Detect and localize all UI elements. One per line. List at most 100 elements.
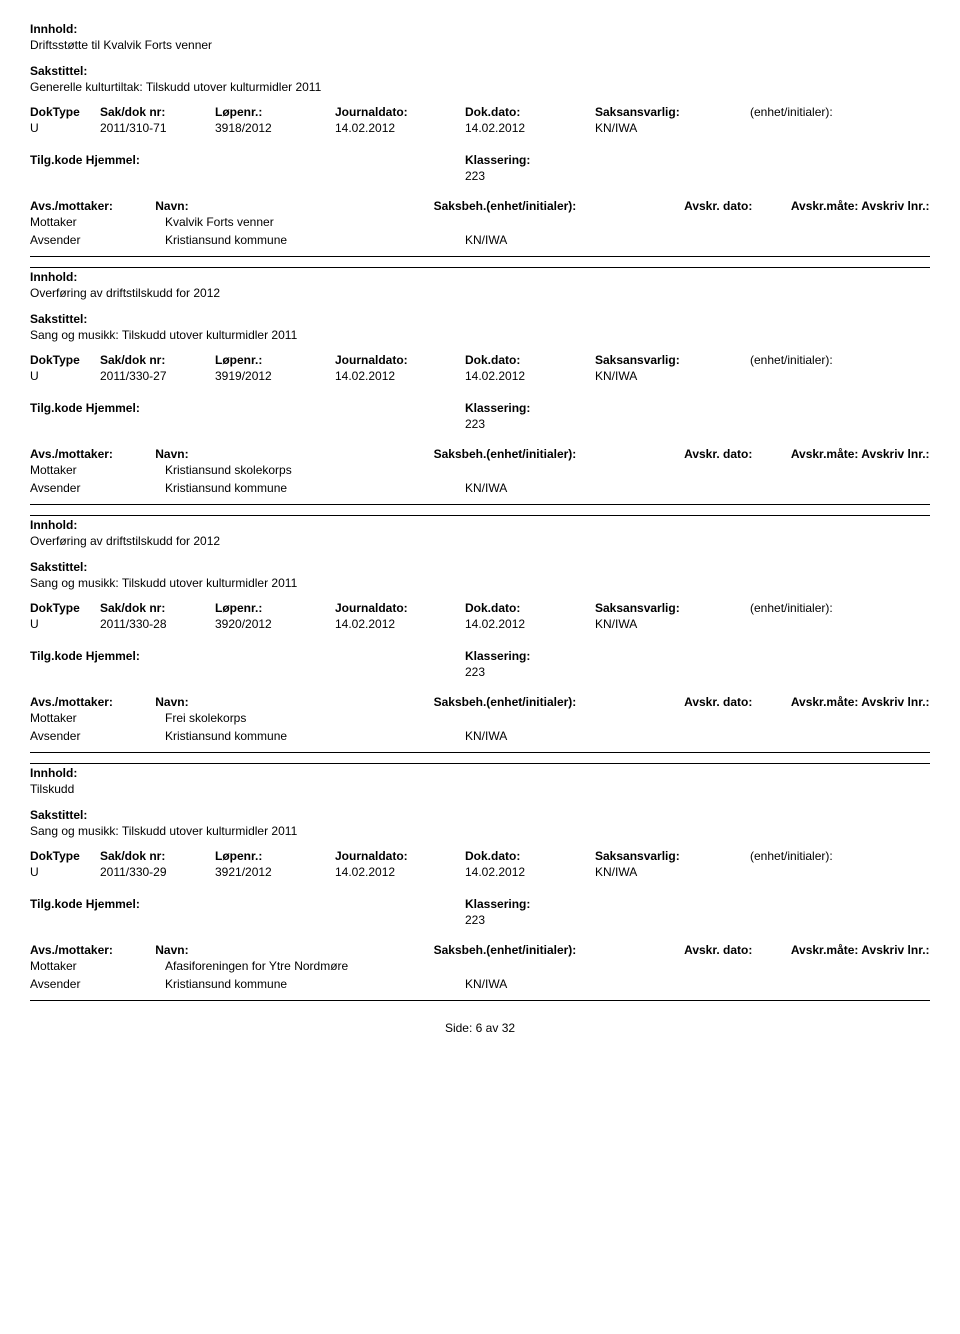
mottaker-navn: Kristiansund skolekorps — [165, 462, 465, 478]
doktype-value: U — [30, 120, 100, 136]
lopenr-value: 3918/2012 — [215, 120, 335, 136]
avsmottaker-label: Avs./mottaker: — [30, 942, 155, 958]
dokdato-label: Dok.dato: — [465, 600, 595, 616]
column-headers: DokType Sak/dok nr: Løpenr.: Journaldato… — [30, 848, 930, 864]
avsmottaker-label: Avs./mottaker: — [30, 446, 155, 462]
footer-av: av — [486, 1021, 499, 1035]
innhold-label: Innhold: — [30, 267, 930, 284]
doktype-label: DokType — [30, 848, 100, 864]
sakdoknr-value: 2011/330-27 — [100, 368, 215, 384]
saksansvarlig-label: Saksansvarlig: — [595, 352, 750, 368]
column-headers: DokType Sak/dok nr: Løpenr.: Journaldato… — [30, 352, 930, 368]
innhold-label: Innhold: — [30, 763, 930, 780]
navn-label: Navn: — [155, 446, 433, 462]
column-headers: DokType Sak/dok nr: Løpenr.: Journaldato… — [30, 600, 930, 616]
avsender-navn: Kristiansund kommune — [165, 728, 465, 744]
dokdato-value: 14.02.2012 — [465, 120, 595, 136]
doktype-value: U — [30, 616, 100, 632]
record-values-row: U 2011/310-71 3918/2012 14.02.2012 14.02… — [30, 120, 930, 136]
sakstittel-value: Sang og musikk: Tilskudd utover kulturmi… — [30, 576, 930, 590]
avsmottaker-label: Avs./mottaker: — [30, 198, 155, 214]
tilg-row: Tilg.kode Hjemmel: Klassering: 223 — [30, 648, 930, 680]
saksbeh-label: Saksbeh.(enhet/initialer): — [434, 198, 685, 214]
sakstittel-value: Generelle kulturtiltak: Tilskudd utover … — [30, 80, 930, 94]
avsender-navn: Kristiansund kommune — [165, 480, 465, 496]
mottaker-row: Mottaker Kristiansund skolekorps — [30, 462, 930, 478]
journaldato-value: 14.02.2012 — [335, 120, 465, 136]
tilg-row: Tilg.kode Hjemmel: Klassering: 223 — [30, 400, 930, 432]
klassering-value: 223 — [465, 665, 595, 679]
avsender-code: KN/IWA — [465, 976, 595, 992]
avskr-dato-label: Avskr. dato: — [684, 694, 791, 710]
saksansvarlig-value: KN/IWA — [595, 120, 750, 136]
party-header-row: Avs./mottaker: Navn: Saksbeh.(enhet/init… — [30, 446, 930, 462]
saksansvarlig-value: KN/IWA — [595, 864, 750, 880]
klassering-block: Klassering: 223 — [465, 896, 595, 928]
klassering-label: Klassering: — [465, 153, 595, 167]
avskr-mate-label: Avskr.måte: Avskriv lnr.: — [791, 198, 930, 214]
klassering-block: Klassering: 223 — [465, 152, 595, 184]
saksansvarlig-label: Saksansvarlig: — [595, 600, 750, 616]
klassering-label: Klassering: — [465, 401, 595, 415]
avsender-role: Avsender — [30, 480, 165, 496]
sakdoknr-value: 2011/330-29 — [100, 864, 215, 880]
sakstittel-label: Sakstittel: — [30, 312, 930, 326]
party-header-row: Avs./mottaker: Navn: Saksbeh.(enhet/init… — [30, 942, 930, 958]
saksbeh-label: Saksbeh.(enhet/initialer): — [434, 942, 685, 958]
avsender-role: Avsender — [30, 728, 165, 744]
avsender-row: Avsender Kristiansund kommune KN/IWA — [30, 480, 930, 496]
doktype-label: DokType — [30, 104, 100, 120]
klassering-label: Klassering: — [465, 897, 595, 911]
journaldato-label: Journaldato: — [335, 352, 465, 368]
dokdato-label: Dok.dato: — [465, 352, 595, 368]
footer-total: 32 — [502, 1021, 515, 1035]
avsender-code: KN/IWA — [465, 232, 595, 248]
sakdoknr-label: Sak/dok nr: — [100, 600, 215, 616]
doktype-label: DokType — [30, 352, 100, 368]
avsender-row: Avsender Kristiansund kommune KN/IWA — [30, 976, 930, 992]
sakdoknr-label: Sak/dok nr: — [100, 848, 215, 864]
enhet-initialer-value — [750, 368, 930, 384]
mottaker-row: Mottaker Afasiforeningen for Ytre Nordmø… — [30, 958, 930, 974]
record-values-row: U 2011/330-28 3920/2012 14.02.2012 14.02… — [30, 616, 930, 632]
enhet-initialer-label: (enhet/initialer): — [750, 600, 930, 616]
enhet-initialer-label: (enhet/initialer): — [750, 848, 930, 864]
doktype-value: U — [30, 368, 100, 384]
mottaker-row: Mottaker Frei skolekorps — [30, 710, 930, 726]
avskr-dato-label: Avskr. dato: — [684, 942, 791, 958]
footer-side-label: Side: — [445, 1021, 472, 1035]
journaldato-label: Journaldato: — [335, 104, 465, 120]
klassering-label: Klassering: — [465, 649, 595, 663]
sakdoknr-value: 2011/330-28 — [100, 616, 215, 632]
sakstittel-value: Sang og musikk: Tilskudd utover kulturmi… — [30, 824, 930, 838]
mottaker-navn: Afasiforeningen for Ytre Nordmøre — [165, 958, 465, 974]
navn-label: Navn: — [155, 694, 433, 710]
saksansvarlig-value: KN/IWA — [595, 368, 750, 384]
innhold-value: Overføring av driftstilskudd for 2012 — [30, 534, 930, 548]
column-headers: DokType Sak/dok nr: Løpenr.: Journaldato… — [30, 104, 930, 120]
navn-label: Navn: — [155, 198, 433, 214]
avsender-navn: Kristiansund kommune — [165, 976, 465, 992]
party-header-row: Avs./mottaker: Navn: Saksbeh.(enhet/init… — [30, 694, 930, 710]
avsender-row: Avsender Kristiansund kommune KN/IWA — [30, 232, 930, 248]
avskr-dato-label: Avskr. dato: — [684, 198, 791, 214]
dokdato-value: 14.02.2012 — [465, 368, 595, 384]
klassering-value: 223 — [465, 417, 595, 431]
journal-record: Innhold: Driftsstøtte til Kvalvik Forts … — [30, 20, 930, 257]
saksbeh-label: Saksbeh.(enhet/initialer): — [434, 694, 685, 710]
sakdoknr-label: Sak/dok nr: — [100, 104, 215, 120]
avsmottaker-label: Avs./mottaker: — [30, 694, 155, 710]
mottaker-row: Mottaker Kvalvik Forts venner — [30, 214, 930, 230]
lopenr-label: Løpenr.: — [215, 848, 335, 864]
tilg-row: Tilg.kode Hjemmel: Klassering: 223 — [30, 152, 930, 184]
saksansvarlig-label: Saksansvarlig: — [595, 104, 750, 120]
saksbeh-label: Saksbeh.(enhet/initialer): — [434, 446, 685, 462]
avsender-row: Avsender Kristiansund kommune KN/IWA — [30, 728, 930, 744]
dokdato-value: 14.02.2012 — [465, 616, 595, 632]
record-values-row: U 2011/330-27 3919/2012 14.02.2012 14.02… — [30, 368, 930, 384]
journaldato-value: 14.02.2012 — [335, 368, 465, 384]
journal-record: Innhold: Overføring av driftstilskudd fo… — [30, 515, 930, 753]
navn-label: Navn: — [155, 942, 433, 958]
lopenr-value: 3921/2012 — [215, 864, 335, 880]
enhet-initialer-value — [750, 120, 930, 136]
